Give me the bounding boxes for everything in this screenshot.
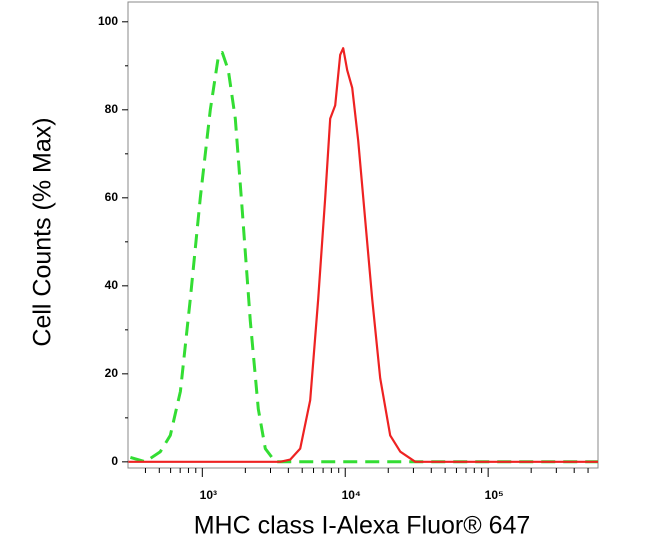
y-tick-label: 40 [105,278,119,292]
y-tick-label: 80 [105,102,119,116]
series-line [129,51,598,464]
x-tick-label: 10⁵ [485,488,504,502]
x-tick-label: 10³ [200,488,217,502]
x-axis-label: MHC class I-Alexa Fluor® 647 [194,512,531,540]
series-line [128,47,598,463]
y-tick-label: 100 [98,14,118,28]
y-tick-label: 60 [105,190,119,204]
plot-frame [127,1,599,469]
y-tick-label: 0 [111,454,118,468]
x-tick-label: 10⁴ [342,488,361,502]
y-axis-label: Cell Counts (% Max) [29,117,57,346]
y-tick-label: 20 [105,366,119,380]
